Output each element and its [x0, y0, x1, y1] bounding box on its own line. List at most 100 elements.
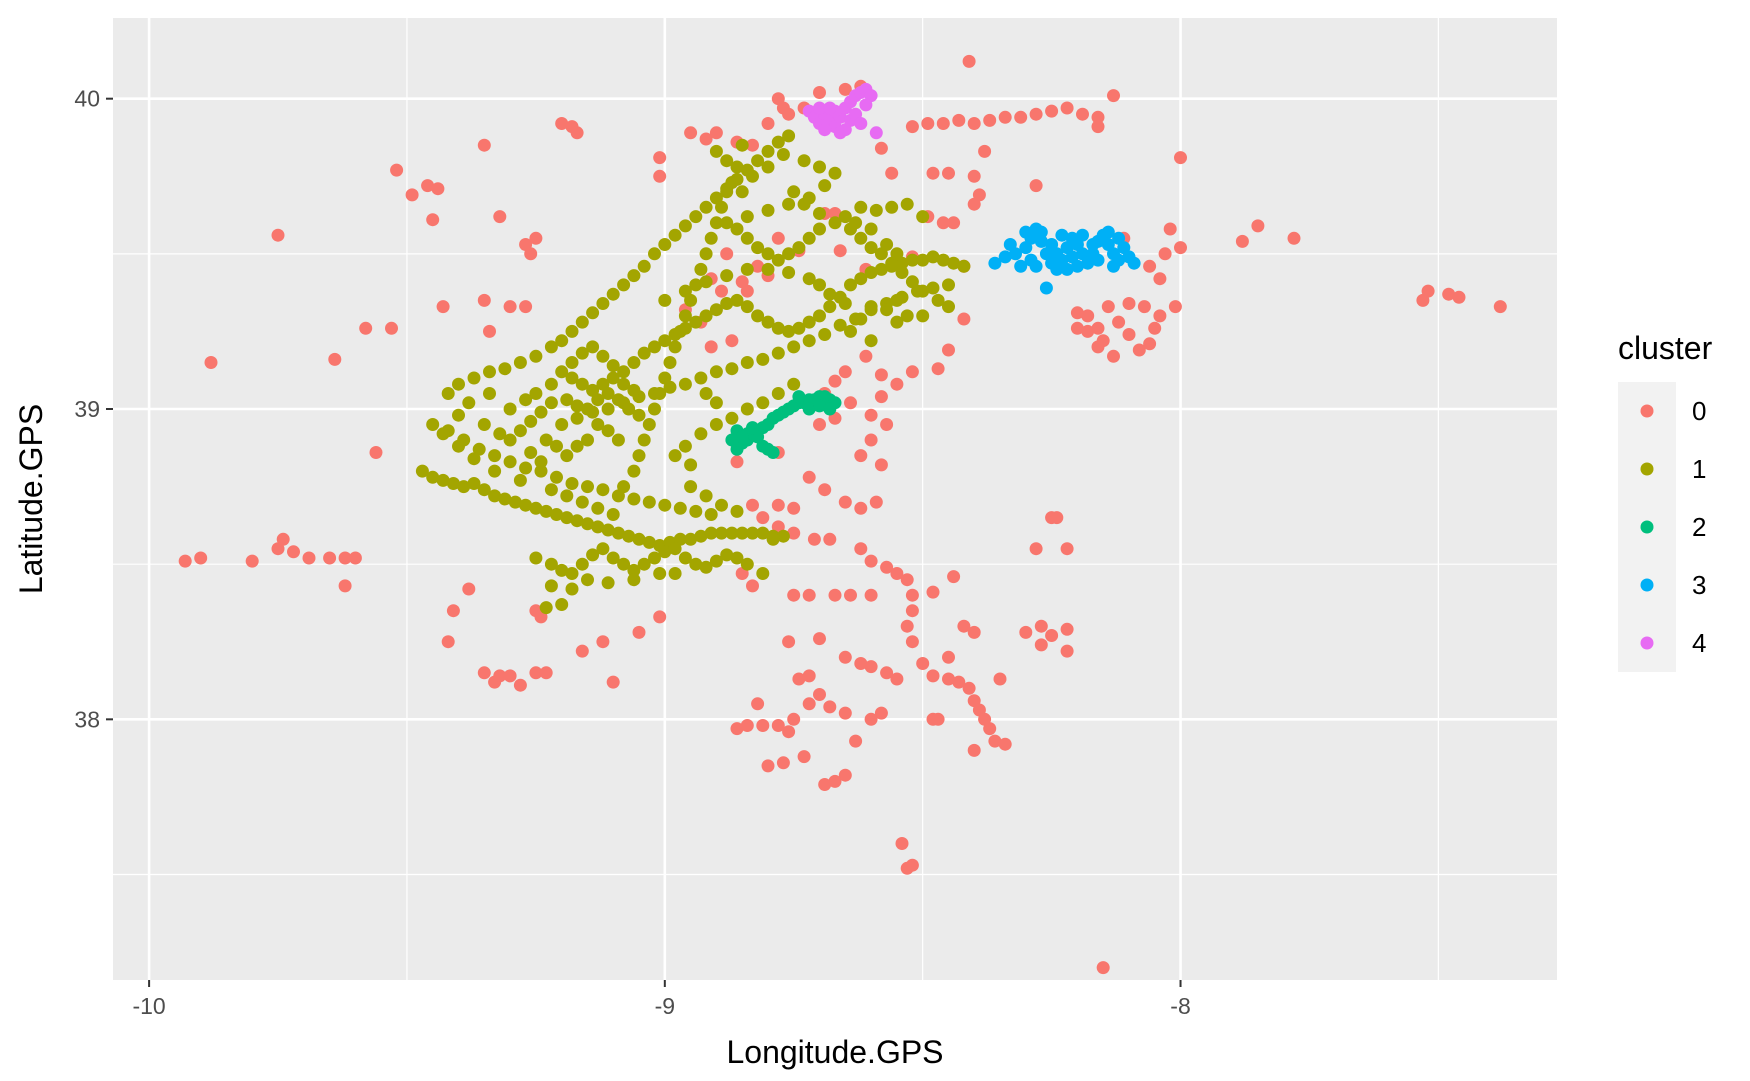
data-point	[746, 526, 759, 540]
data-point	[627, 573, 641, 587]
data-point	[874, 458, 888, 472]
data-point	[730, 551, 744, 565]
data-point	[1107, 89, 1120, 103]
data-point	[606, 508, 620, 521]
data-point	[838, 495, 852, 509]
series-cluster-1	[415, 129, 971, 615]
data-point	[1287, 231, 1301, 245]
data-point	[900, 197, 914, 211]
data-point	[823, 700, 837, 714]
legend: cluster 0 1 2 3 4	[1618, 330, 1713, 672]
data-point	[699, 200, 713, 214]
data-point	[900, 573, 914, 587]
data-point	[766, 446, 780, 459]
data-point	[833, 244, 847, 258]
data-point	[761, 315, 775, 329]
data-point	[653, 151, 667, 165]
data-point	[813, 278, 826, 292]
data-point	[575, 377, 589, 391]
data-point	[802, 697, 816, 711]
data-point	[178, 554, 192, 568]
data-point	[1003, 238, 1017, 251]
data-point	[245, 554, 259, 568]
data-point	[565, 567, 579, 580]
data-point	[838, 297, 852, 310]
data-point	[1112, 231, 1126, 245]
data-point	[709, 396, 723, 410]
data-point	[529, 349, 543, 363]
data-point	[709, 554, 723, 568]
data-point	[802, 272, 816, 286]
data-point	[426, 418, 440, 431]
data-point	[1101, 300, 1115, 314]
data-point	[854, 200, 868, 214]
data-point	[668, 542, 682, 556]
data-point	[725, 411, 739, 425]
data-point	[1014, 110, 1028, 124]
legend-keys: 0 1 2 3 4	[1618, 382, 1706, 672]
major-grid	[113, 18, 1557, 980]
data-point	[740, 262, 754, 276]
data-point	[823, 287, 837, 301]
data-point	[648, 340, 661, 354]
data-point	[581, 402, 594, 416]
data-point	[782, 635, 796, 649]
data-point	[787, 526, 801, 540]
data-point	[787, 712, 801, 726]
data-point	[957, 312, 971, 326]
data-point	[947, 570, 961, 584]
data-point	[302, 551, 316, 565]
data-point	[849, 734, 863, 748]
data-point	[678, 377, 692, 391]
data-point	[555, 563, 569, 577]
data-point	[942, 278, 955, 292]
data-point	[823, 402, 837, 416]
data-point	[699, 560, 713, 574]
data-point	[880, 303, 894, 317]
data-point	[369, 446, 383, 459]
data-point	[905, 858, 919, 872]
data-point	[838, 82, 852, 96]
data-point	[751, 241, 765, 255]
data-point	[694, 427, 708, 441]
legend-key-1	[1640, 462, 1654, 476]
data-point	[601, 523, 615, 537]
data-point	[880, 418, 894, 431]
data-point	[905, 635, 919, 649]
data-point	[787, 588, 801, 602]
data-point	[431, 182, 445, 196]
data-point	[390, 163, 404, 177]
data-point	[560, 489, 574, 503]
data-point	[756, 719, 770, 732]
data-point	[503, 300, 517, 314]
data-point	[477, 293, 491, 307]
data-point	[1019, 625, 1033, 639]
data-point	[823, 101, 837, 115]
data-point	[1014, 259, 1028, 273]
data-point	[813, 86, 826, 99]
legend-label-2: 2	[1692, 512, 1706, 542]
data-point	[771, 135, 785, 149]
data-point	[668, 340, 682, 354]
data-point	[962, 54, 976, 68]
data-point	[544, 579, 558, 593]
data-point	[513, 356, 527, 369]
data-points	[178, 54, 1507, 975]
data-point	[617, 480, 631, 494]
data-point	[730, 455, 744, 469]
data-point	[694, 262, 708, 276]
data-point	[1137, 300, 1151, 314]
data-point	[880, 560, 894, 574]
data-point	[1065, 250, 1079, 264]
data-point	[864, 266, 878, 279]
data-point	[802, 315, 816, 329]
data-point	[1045, 238, 1059, 251]
data-point	[725, 526, 739, 540]
data-point	[916, 284, 930, 298]
data-point	[957, 259, 971, 273]
data-point	[653, 387, 667, 400]
data-point	[1086, 238, 1100, 251]
data-point	[617, 557, 631, 571]
data-point	[555, 117, 569, 130]
data-point	[730, 222, 744, 236]
